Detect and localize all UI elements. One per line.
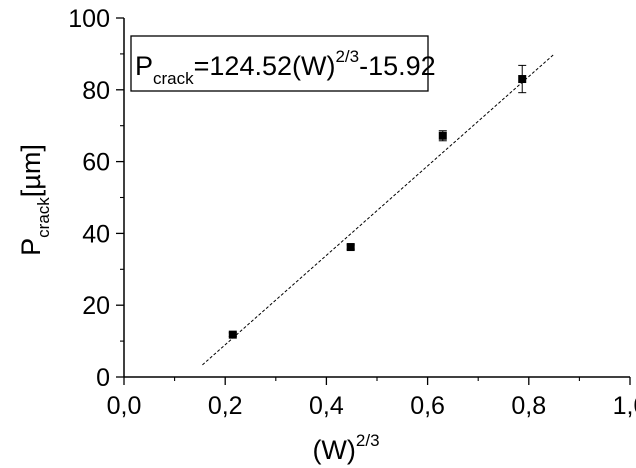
y-axis-label-base: P (16, 238, 46, 256)
y-axis-label-unit: [µm] (16, 144, 46, 197)
equation-text: Pcrack=124.52(W)2/3-15.92 (135, 47, 436, 88)
fit-equation-box: Pcrack=124.52(W)2/3-15.92 (130, 35, 436, 92)
x-axis: 0,0 0,2 0,4 0,6 0,8 1,0 (107, 377, 636, 420)
data-point (228, 330, 237, 339)
y-tick-label: 0 (96, 364, 110, 392)
x-tick-label: 0,2 (208, 392, 243, 420)
x-tick-label: 0,8 (511, 392, 546, 420)
y-axis: 0 20 40 60 80 100 (68, 5, 124, 392)
equation-end: -15.92 (359, 51, 436, 81)
y-axis-label-sub: crack (34, 197, 53, 238)
x-axis-label: (W)2/3 (312, 431, 379, 465)
y-axis-label: Pcrack[µm] (16, 144, 53, 256)
data-points (228, 64, 527, 339)
x-tick-label: 1,0 (613, 392, 636, 420)
x-tick-label: 0,0 (107, 392, 142, 420)
x-axis-label-sup: 2/3 (356, 431, 380, 450)
data-point (438, 131, 447, 140)
y-tick-label: 80 (82, 77, 110, 105)
equation-main: =124.52(W) (194, 51, 336, 81)
x-axis-label-base: (W) (312, 435, 355, 465)
y-tick-label: 40 (82, 220, 110, 248)
x-tick-label: 0,4 (309, 392, 344, 420)
y-tick-label: 100 (68, 5, 110, 33)
y-tick-label: 20 (82, 292, 110, 320)
fit-line (202, 53, 555, 366)
equation-frame (130, 35, 429, 92)
x-tick-label: 0,6 (410, 392, 445, 420)
data-point (346, 243, 355, 252)
equation-p: P (135, 51, 153, 81)
y-tick-label: 60 (82, 149, 110, 177)
equation-sub: crack (153, 69, 194, 88)
equation-sup: 2/3 (335, 47, 359, 66)
data-point (518, 75, 527, 84)
fit-line-layer (202, 53, 555, 366)
